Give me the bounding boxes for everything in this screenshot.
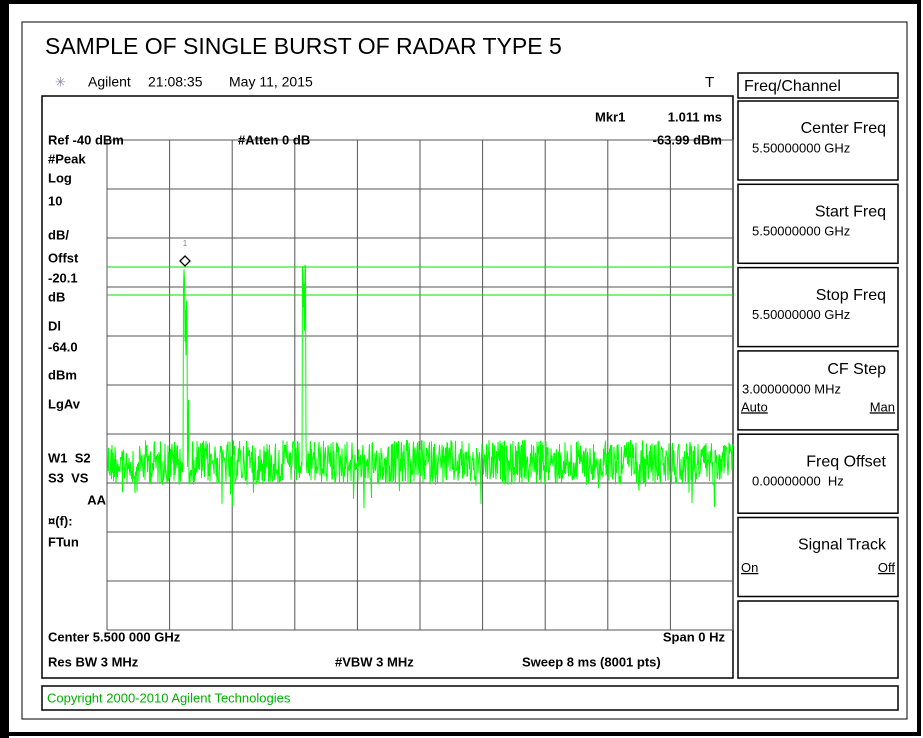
left-label: Dl <box>48 318 61 333</box>
softkey-option: On <box>741 560 758 575</box>
brand: Agilent <box>88 74 131 90</box>
softkey-label: Stop Freq <box>816 287 886 304</box>
status-bar <box>41 685 899 711</box>
attenuation: #Atten 0 dB <box>238 132 310 147</box>
span: Span 0 Hz <box>663 629 726 644</box>
menu-title-box <box>737 72 899 99</box>
trigger: T <box>705 74 714 91</box>
softkey-label: Center Freq <box>801 120 886 137</box>
left-label: #Peak <box>48 151 86 166</box>
menu-title: Freq/Channel <box>744 78 841 95</box>
marker-number: 1 <box>183 239 188 248</box>
left-label: dB/ <box>48 227 69 242</box>
softkey[interactable] <box>737 183 899 265</box>
date: May 11, 2015 <box>229 74 313 90</box>
inner-frame <box>21 21 908 720</box>
softkey-value: 0.00000000 Hz <box>752 474 844 489</box>
ref-level: Ref -40 dBm <box>48 132 124 147</box>
left-label: S3 VS <box>48 470 89 485</box>
left-label: W1 S2 <box>48 450 91 465</box>
softkey-value: 5.50000000 GHz <box>752 307 850 322</box>
left-labels: #Peak Log 10 dB/Offst -20.1 dB Dl -64.0 dBm LgAv W… <box>48 151 107 549</box>
vbw: #VBW 3 MHz <box>335 654 414 669</box>
graticule: 1 <box>106 139 734 631</box>
softkey-empty[interactable] <box>737 600 899 679</box>
marker-diamond <box>179 255 191 267</box>
time: 21:08:35 <box>148 74 203 90</box>
left-label: dB <box>48 289 65 304</box>
left-label: Log <box>48 170 72 185</box>
softkey[interactable] <box>737 350 899 431</box>
softkey-value: 5.50000000 GHz <box>752 140 850 155</box>
marker-level: -63.99 dBm <box>653 132 722 147</box>
softkey-value: 3.00000000 MHz <box>742 381 841 396</box>
softkey[interactable] <box>737 516 899 598</box>
logo: ✳ <box>55 74 66 89</box>
trace <box>106 264 734 509</box>
left-label: ¤(f): <box>48 513 73 528</box>
marker-time: 1.011 ms <box>668 109 722 124</box>
softkey-option: Auto <box>741 399 768 414</box>
softkey-option: Off <box>878 560 895 575</box>
left-label: dBm <box>48 367 77 382</box>
softkey-label: Start Freq <box>815 204 886 221</box>
softkey-option: Man <box>870 399 895 414</box>
left-label: -20.1 <box>48 270 78 285</box>
softkey-label: Signal Track <box>798 537 887 554</box>
left-label: -64.0 <box>48 339 78 354</box>
softkey[interactable] <box>737 100 899 181</box>
softkey-value: 5.50000000 GHz <box>752 224 850 239</box>
left-label: FTun <box>48 534 79 549</box>
softkeys: Center Freq 5.50000000 GHz Start Freq 5.500… <box>737 100 899 598</box>
left-label: AA <box>87 492 106 507</box>
res-bw: Res BW 3 MHz <box>48 654 139 669</box>
title: SAMPLE OF SINGLE BURST OF RADAR TYPE 5 <box>45 33 562 59</box>
center: Center 5.500 000 GHz <box>48 629 181 644</box>
left-label: LgAv <box>48 396 81 411</box>
status: Copyright 2000-2010 Agilent Technologies <box>47 690 291 705</box>
left-label: 10 <box>48 193 62 208</box>
softkey[interactable] <box>737 433 899 514</box>
sweep: Sweep 8 ms (8001 pts) <box>522 654 661 669</box>
left-label: Offst <box>48 250 79 265</box>
marker-name: Mkr1 <box>595 109 625 124</box>
left-bar <box>0 0 9 738</box>
softkey-label: Freq Offset <box>806 453 886 470</box>
softkey-label: CF Step <box>827 361 886 378</box>
softkey[interactable] <box>737 266 899 348</box>
